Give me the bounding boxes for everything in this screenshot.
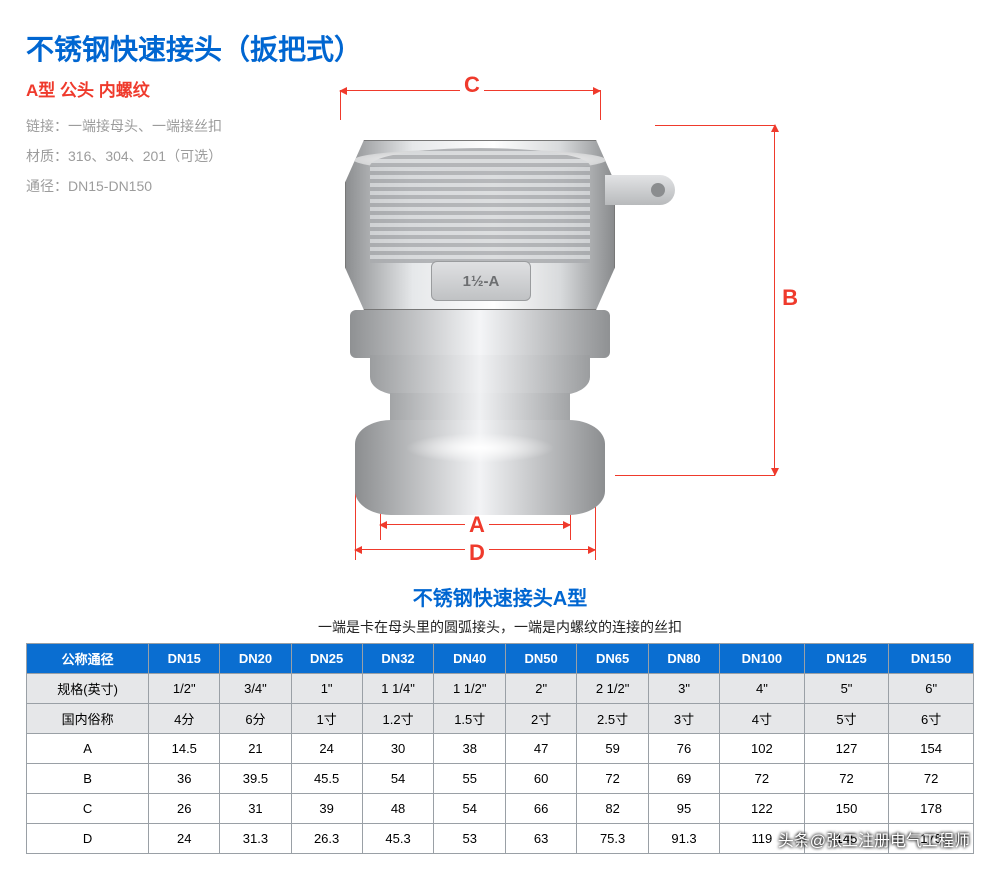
table-subtitle: 一端是卡在母头里的圆弧接头，一端是内螺纹的连接的丝扣: [26, 617, 974, 637]
table-row: A14.521243038475976102127154: [27, 734, 974, 764]
table-header: DN20: [220, 644, 291, 674]
table-header: DN65: [577, 644, 649, 674]
table-header: DN15: [149, 644, 220, 674]
table-row: 规格(英寸)1/2"3/4"1"1 1/4"1 1/2"2"2 1/2"3"4"…: [27, 674, 974, 704]
table-header: 公称通径: [27, 644, 149, 674]
dim-label-c: C: [460, 72, 484, 98]
table-row: 国内俗称4分6分1寸1.2寸1.5寸2寸2.5寸3寸4寸5寸6寸: [27, 704, 974, 734]
table-section: 不锈钢快速接头A型 一端是卡在母头里的圆弧接头，一端是内螺纹的连接的丝扣 公称通…: [26, 582, 974, 854]
watermark: 头条@张工注册电气工程师: [778, 827, 970, 851]
table-title: 不锈钢快速接头A型: [26, 582, 974, 611]
table-header: DN32: [362, 644, 434, 674]
diagram-area: C B A D 1½-A: [300, 70, 820, 570]
table-header: DN150: [889, 644, 974, 674]
table-header: DN50: [506, 644, 577, 674]
dim-label-d: D: [465, 540, 489, 566]
table-header: DN100: [720, 644, 805, 674]
spec-table: 公称通径DN15DN20DN25DN32DN40DN50DN65DN80DN10…: [26, 643, 974, 854]
table-header: DN40: [434, 644, 506, 674]
dim-label-b: B: [778, 285, 802, 311]
table-row: B3639.545.55455607269727272: [27, 764, 974, 794]
stamp-plate: 1½-A: [431, 261, 531, 301]
coupling-illustration: 1½-A: [335, 115, 625, 525]
table-row: C2631394854668295122150178: [27, 794, 974, 824]
main-title: 不锈钢快速接头（扳把式）: [26, 28, 974, 68]
table-header: DN80: [648, 644, 719, 674]
table-header: DN25: [291, 644, 362, 674]
dim-b: [774, 125, 775, 475]
table-header: DN125: [804, 644, 889, 674]
